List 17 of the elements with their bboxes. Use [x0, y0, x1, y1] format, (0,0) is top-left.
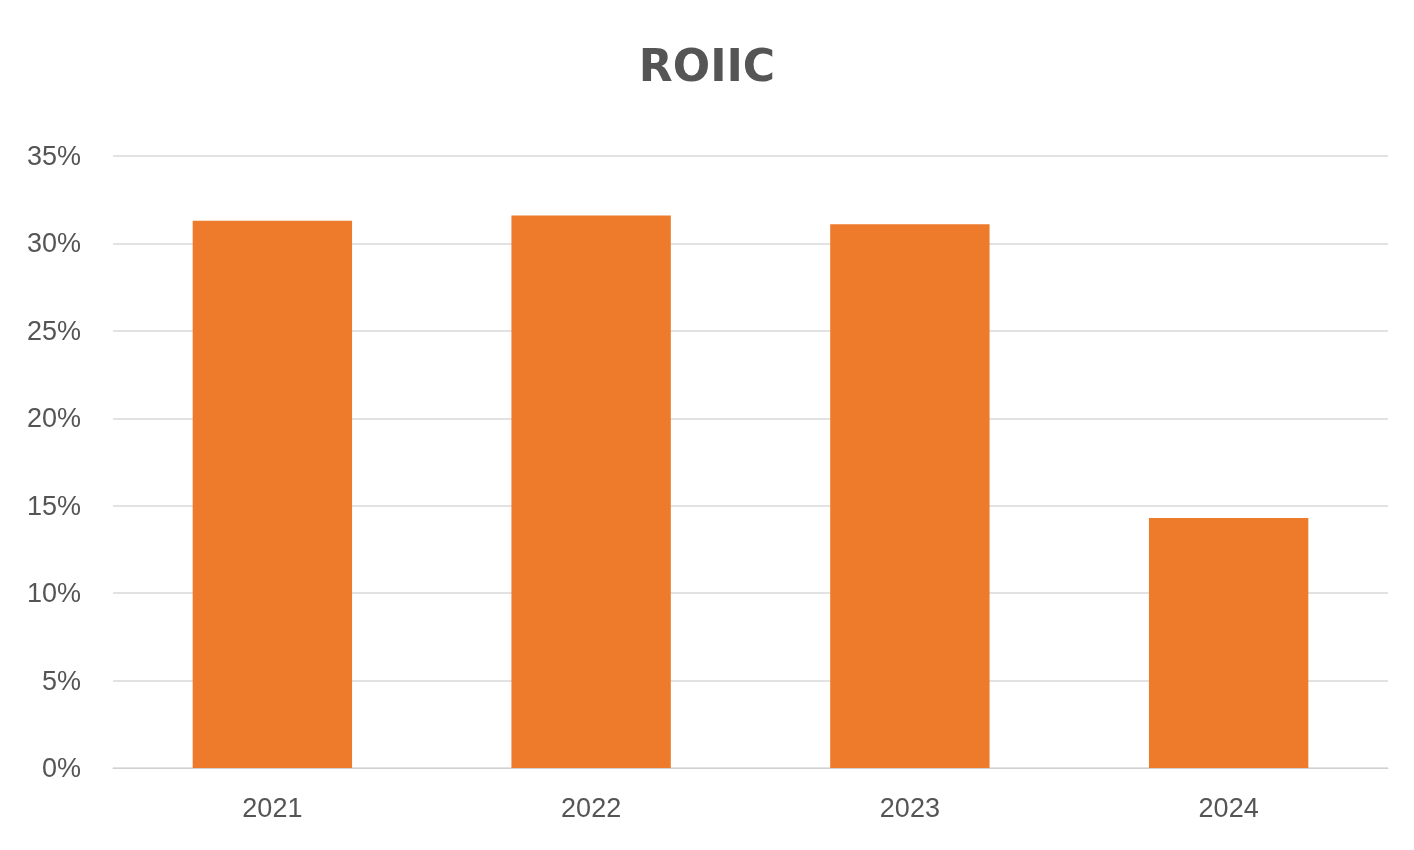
- y-tick-label: 5%: [41, 665, 81, 696]
- x-tick-label: 2021: [242, 792, 303, 823]
- x-tick-label: 2022: [561, 792, 622, 823]
- x-tick-label: 2024: [1198, 792, 1259, 823]
- chart-title: ROIIC: [638, 39, 776, 91]
- y-tick-label: 15%: [26, 490, 81, 521]
- x-tick-label: 2023: [879, 792, 940, 823]
- y-tick-label: 25%: [26, 315, 81, 346]
- y-tick-label: 0%: [41, 753, 81, 783]
- y-tick-label: 20%: [26, 403, 81, 434]
- bar: [830, 224, 990, 768]
- y-tick-label: 10%: [26, 578, 81, 609]
- bar: [192, 220, 353, 768]
- bar: [511, 215, 671, 768]
- bar: [1148, 517, 1309, 768]
- y-tick-label: 30%: [26, 228, 81, 259]
- y-tick-label: 35%: [26, 141, 81, 171]
